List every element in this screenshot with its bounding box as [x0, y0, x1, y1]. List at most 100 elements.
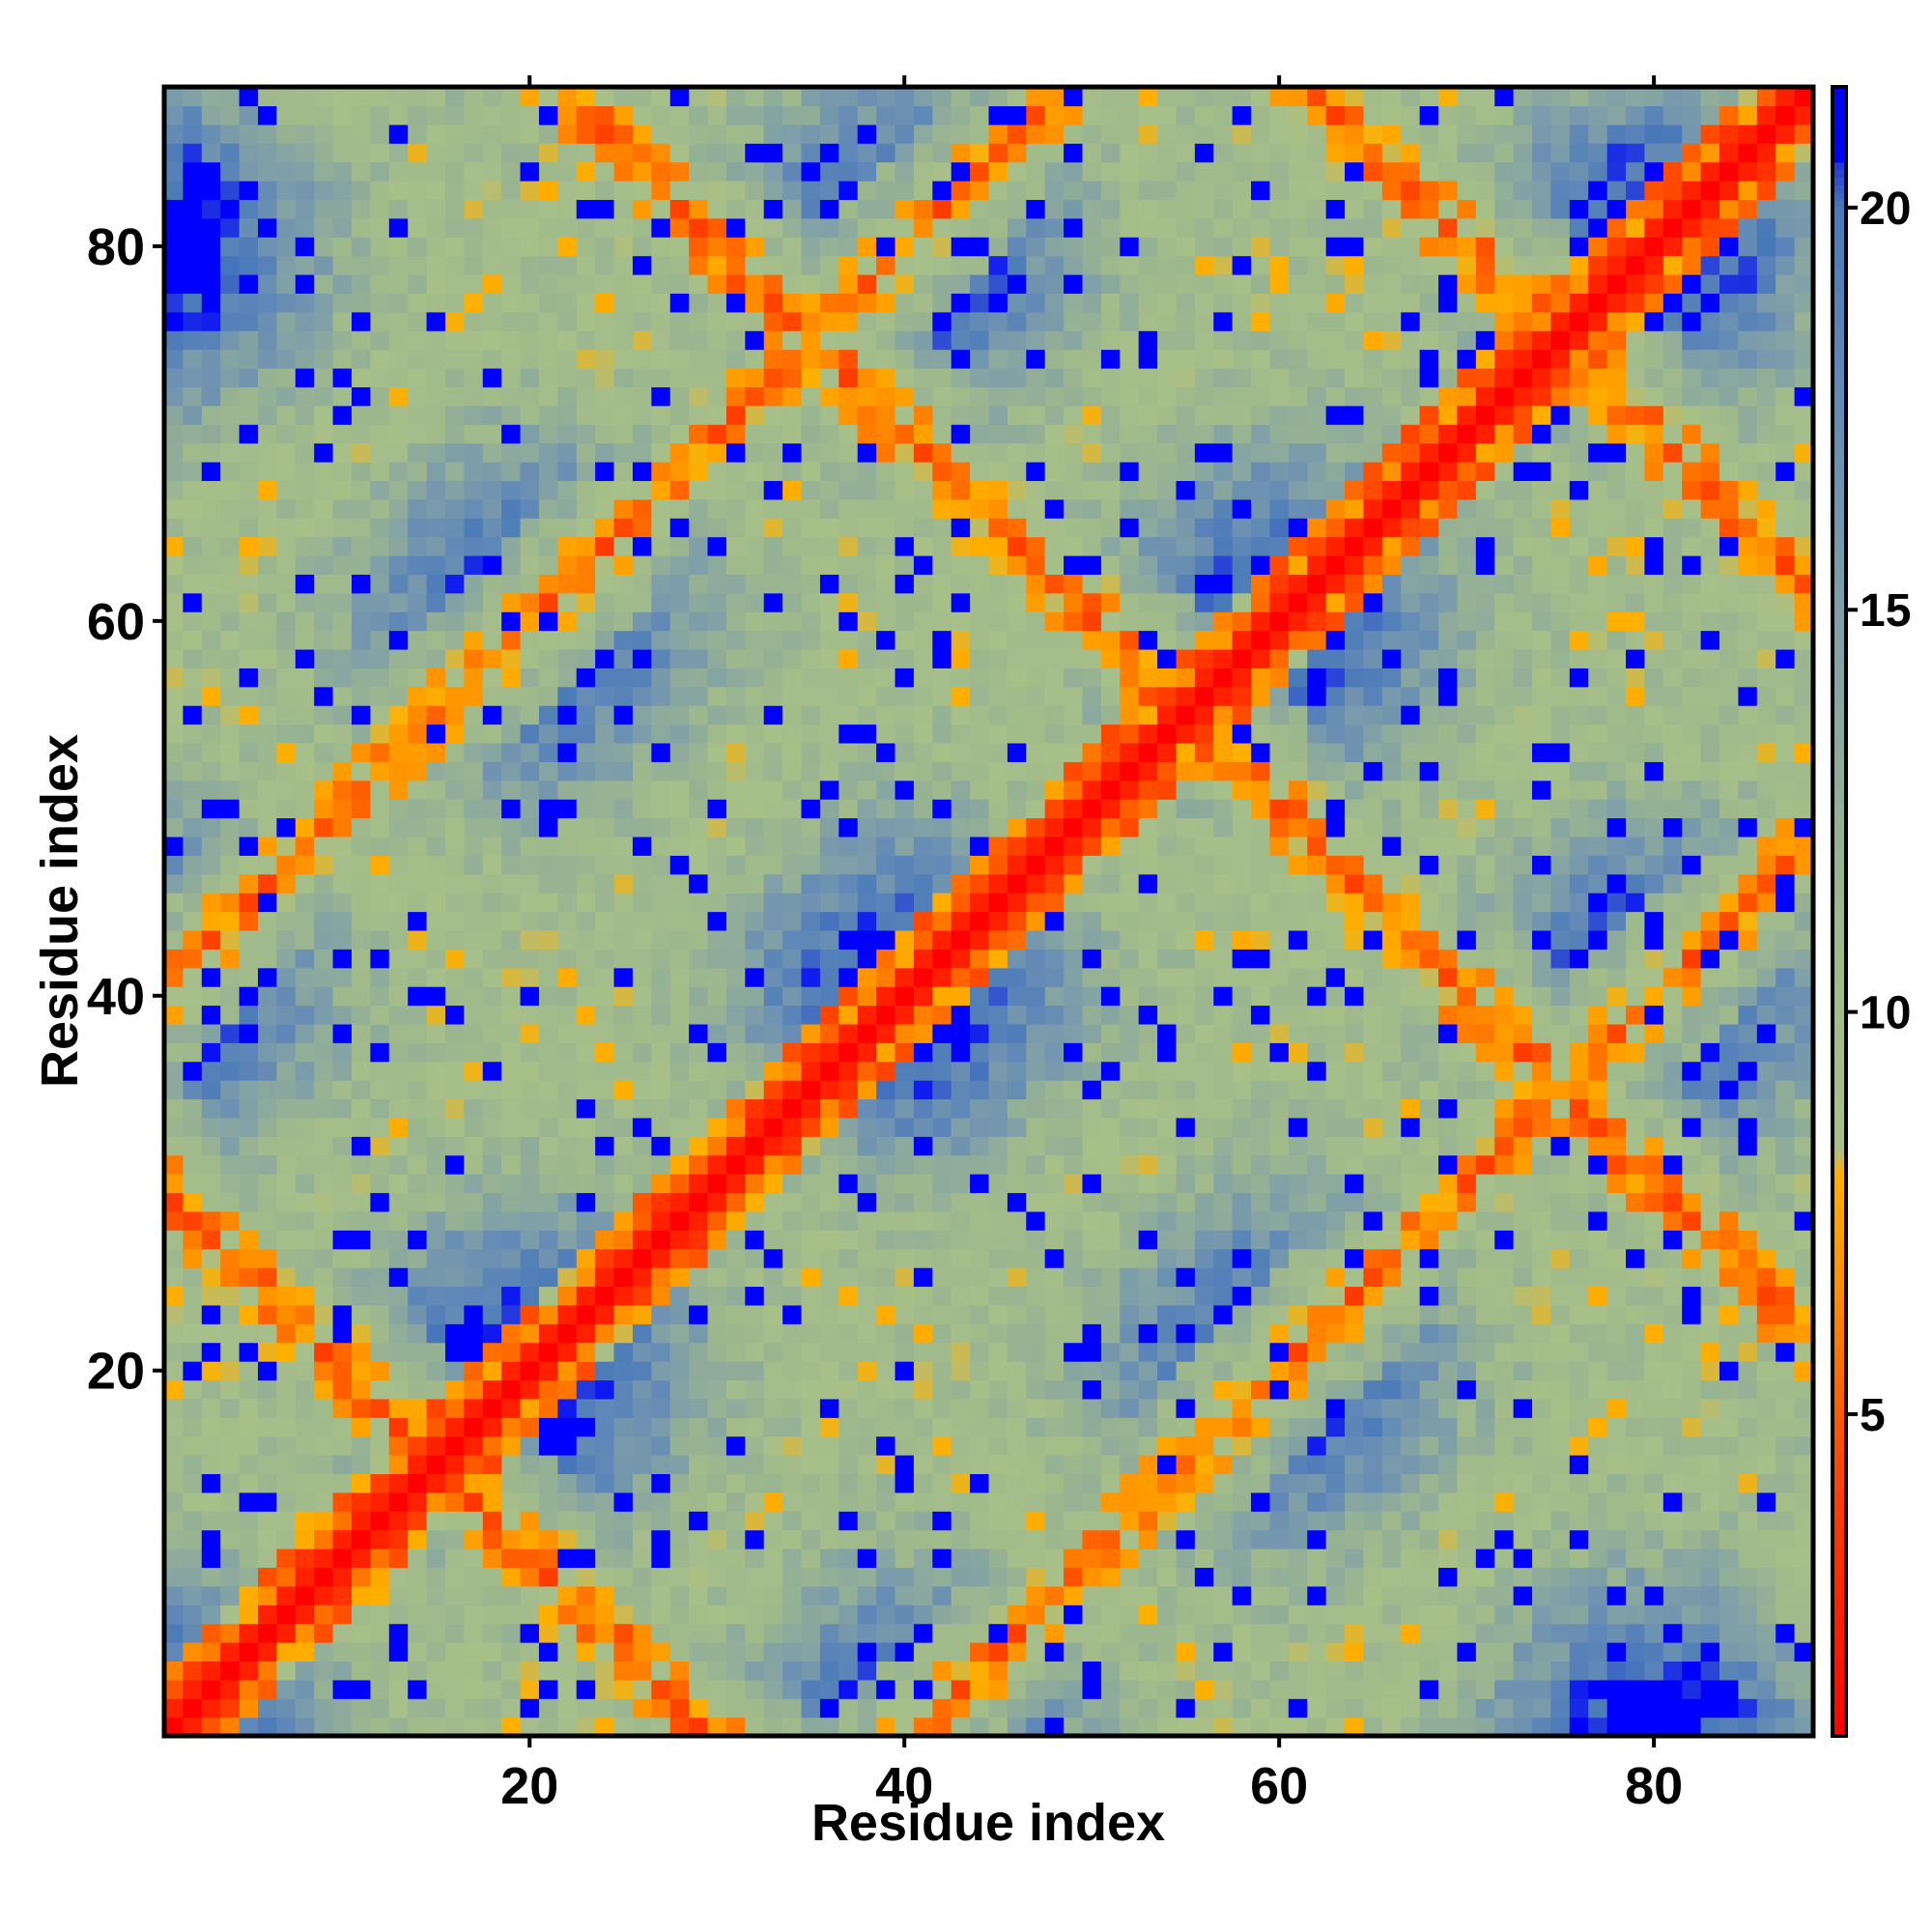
heatmap-cell	[1138, 1174, 1158, 1194]
heatmap-cell	[295, 761, 315, 781]
heatmap-cell	[595, 705, 615, 725]
heatmap-cell	[370, 742, 390, 762]
heatmap-cell	[183, 1698, 203, 1719]
heatmap-cell	[408, 255, 428, 275]
heatmap-cell	[932, 442, 952, 463]
heatmap-cell	[201, 836, 221, 856]
heatmap-cell	[613, 1417, 634, 1437]
heatmap-cell	[895, 1661, 915, 1681]
heatmap-cell	[595, 1623, 615, 1643]
heatmap-cell	[763, 480, 783, 500]
heatmap-cell	[970, 1511, 990, 1531]
heatmap-cell	[557, 349, 578, 369]
heatmap-cell	[1007, 1698, 1027, 1719]
heatmap-cell	[707, 1005, 727, 1025]
heatmap-cell	[1007, 1642, 1027, 1662]
heatmap-cell	[876, 1042, 896, 1063]
heatmap-cell	[988, 1154, 1009, 1175]
heatmap-cell	[239, 217, 259, 238]
heatmap-cell	[538, 1529, 558, 1549]
heatmap-cell	[426, 367, 446, 387]
heatmap-cell	[444, 180, 465, 200]
heatmap-cell	[895, 592, 915, 612]
heatmap-cell	[1138, 1623, 1158, 1643]
heatmap-cell	[632, 724, 652, 744]
heatmap-cell	[520, 1210, 540, 1231]
heatmap-cell	[1100, 1529, 1121, 1549]
heatmap-cell	[745, 1042, 765, 1063]
heatmap-cell	[1082, 237, 1102, 257]
heatmap-cell	[538, 293, 558, 313]
heatmap-cell	[314, 1304, 334, 1324]
heatmap-cell	[763, 1379, 783, 1400]
heatmap-cell	[876, 1679, 896, 1699]
heatmap-cell	[689, 705, 709, 725]
heatmap-cell	[1194, 1192, 1214, 1212]
heatmap-cell	[632, 893, 652, 913]
heatmap-cell	[651, 461, 671, 481]
heatmap-cell	[763, 929, 783, 950]
heatmap-cell	[595, 273, 615, 294]
heatmap-cell	[370, 330, 390, 351]
heatmap-cell	[632, 518, 652, 538]
heatmap-cell	[1064, 1605, 1084, 1625]
heatmap-cell	[801, 1455, 821, 1475]
heatmap-cell	[801, 929, 821, 950]
heatmap-cell	[426, 330, 446, 351]
heatmap-cell	[295, 686, 315, 706]
heatmap-cell	[819, 929, 839, 950]
heatmap-cell	[651, 124, 671, 144]
heatmap-cell	[520, 986, 540, 1007]
heatmap-cell	[1100, 255, 1121, 275]
heatmap-cell	[951, 1023, 971, 1043]
heatmap-cell	[557, 967, 578, 987]
heatmap-cell	[763, 893, 783, 913]
heatmap-cell	[819, 1529, 839, 1549]
heatmap-cell	[595, 405, 615, 425]
heatmap-cell	[707, 1098, 727, 1119]
heatmap-cell	[651, 536, 671, 556]
heatmap-cell	[801, 1417, 821, 1437]
heatmap-cell	[276, 480, 297, 500]
heatmap-cell	[239, 1417, 259, 1437]
heatmap-cell	[538, 536, 558, 556]
heatmap-cell	[1007, 87, 1027, 106]
heatmap-cell	[1082, 442, 1102, 463]
heatmap-cell	[332, 1154, 353, 1175]
heatmap-cell	[707, 1567, 727, 1587]
heatmap-cell	[239, 911, 259, 931]
heatmap-cell	[1100, 780, 1121, 800]
heatmap-cell	[595, 1042, 615, 1063]
heatmap-cell	[725, 311, 746, 331]
heatmap-cell	[763, 742, 783, 762]
heatmap-cell	[632, 1042, 652, 1063]
heatmap-cell	[707, 105, 727, 126]
heatmap-cell	[763, 1717, 783, 1737]
heatmap-cell	[725, 574, 746, 594]
heatmap-cell	[745, 705, 765, 725]
heatmap-cell	[1082, 1267, 1102, 1288]
heatmap-cell	[314, 855, 334, 875]
heatmap-cell	[1100, 480, 1121, 500]
heatmap-cell	[388, 199, 409, 219]
heatmap-cell	[1213, 1304, 1234, 1324]
heatmap-cell	[295, 1398, 315, 1418]
heatmap-cell	[276, 180, 297, 200]
heatmap-cell	[988, 630, 1009, 650]
heatmap-cell	[763, 1361, 783, 1381]
heatmap-cell	[538, 648, 558, 668]
heatmap-cell	[332, 554, 353, 575]
heatmap-cell	[745, 237, 765, 257]
heatmap-cell	[951, 1379, 971, 1400]
heatmap-cell	[444, 929, 465, 950]
heatmap-cell	[1194, 143, 1214, 163]
heatmap-cell	[1026, 836, 1046, 856]
heatmap-cell	[1064, 630, 1084, 650]
heatmap-cell	[801, 742, 821, 762]
heatmap-cell	[1064, 405, 1084, 425]
heatmap-cell	[557, 1230, 578, 1250]
heatmap-cell	[988, 648, 1009, 668]
heatmap-cell	[745, 1098, 765, 1119]
heatmap-cell	[426, 893, 446, 913]
heatmap-cell	[1007, 480, 1027, 500]
